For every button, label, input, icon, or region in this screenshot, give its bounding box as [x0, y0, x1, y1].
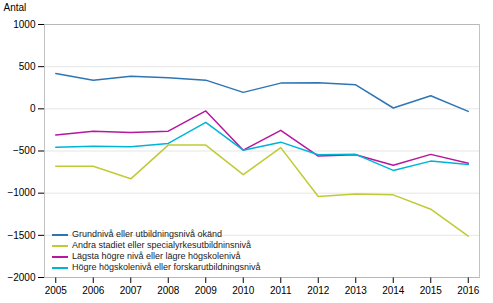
svg-text:0: 0 — [30, 103, 36, 114]
svg-text:2008: 2008 — [157, 285, 180, 296]
svg-text:2005: 2005 — [45, 285, 68, 296]
svg-text:−2000: −2000 — [7, 272, 36, 283]
svg-text:1000: 1000 — [13, 19, 36, 30]
html-text:Andra stadiet eller specialyrk: Andra stadiet eller specialyrkesutbildni… — [72, 240, 252, 250]
svg-text:2006: 2006 — [82, 285, 105, 296]
svg-text:−500: −500 — [13, 145, 36, 156]
html-text:Grundnivå eller utbildningsniv: Grundnivå eller utbildningsnivå okänd — [72, 229, 223, 239]
html-text:Högre högskolenivå eller forsk: Högre högskolenivå eller forskarutbildni… — [72, 262, 261, 272]
svg-text:500: 500 — [19, 61, 36, 72]
svg-text:2015: 2015 — [420, 285, 443, 296]
svg-text:2011: 2011 — [270, 285, 292, 296]
svg-text:Antal: Antal — [4, 2, 27, 13]
svg-text:2014: 2014 — [382, 285, 405, 296]
svg-text:2010: 2010 — [232, 285, 255, 296]
svg-text:2012: 2012 — [307, 285, 330, 296]
svg-text:−1500: −1500 — [7, 230, 36, 241]
svg-text:2007: 2007 — [120, 285, 143, 296]
svg-text:2016: 2016 — [457, 285, 480, 296]
html-text:Lägsta högre nivå eller lägre: Lägsta högre nivå eller lägre högskoleni… — [72, 251, 241, 261]
svg-text:2009: 2009 — [195, 285, 218, 296]
svg-text:−1000: −1000 — [7, 187, 36, 198]
svg-text:2013: 2013 — [345, 285, 368, 296]
